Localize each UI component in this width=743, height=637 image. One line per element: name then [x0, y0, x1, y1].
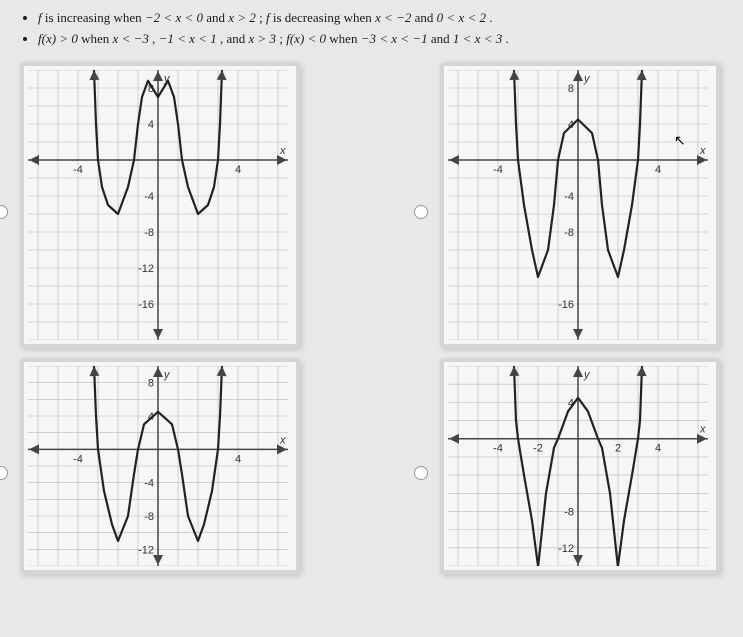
svg-text:-4: -4 — [73, 453, 83, 465]
svg-text:x: x — [279, 145, 286, 157]
radio-option-a[interactable] — [0, 205, 8, 219]
svg-text:-16: -16 — [558, 299, 574, 311]
svg-text:8: 8 — [148, 377, 154, 389]
svg-text:-8: -8 — [564, 506, 574, 518]
graph-option-b[interactable]: -4484-4-8-16xy↖ — [440, 62, 720, 348]
condition-line-1: f is increasing when −2 < x < 0 and x > … — [38, 8, 723, 29]
svg-text:-8: -8 — [144, 227, 154, 239]
graph-options-grid: -4484-4-8-12-16xy -4484-4-8-16xy↖ -4484-… — [20, 62, 723, 574]
svg-text:8: 8 — [568, 83, 574, 95]
svg-text:-4: -4 — [493, 442, 503, 454]
svg-text:4: 4 — [655, 164, 661, 176]
svg-text:4: 4 — [235, 453, 241, 465]
svg-text:-4: -4 — [144, 477, 154, 489]
problem-conditions: f is increasing when −2 < x < 0 and x > … — [20, 8, 723, 50]
svg-text:-2: -2 — [533, 442, 543, 454]
svg-text:2: 2 — [615, 442, 621, 454]
svg-text:-4: -4 — [73, 164, 83, 176]
svg-text:-12: -12 — [138, 544, 154, 556]
svg-text:x: x — [699, 423, 706, 435]
graph-option-a[interactable]: -4484-4-8-12-16xy — [20, 62, 300, 348]
svg-text:x: x — [699, 145, 706, 157]
svg-text:-12: -12 — [558, 542, 574, 554]
svg-text:-16: -16 — [138, 299, 154, 311]
condition-line-2: f(x) > 0 when x < −3 , −1 < x < 1 , and … — [38, 29, 723, 50]
svg-text:-12: -12 — [138, 263, 154, 275]
svg-text:x: x — [279, 434, 286, 446]
radio-option-d[interactable] — [414, 466, 428, 480]
cursor-icon: ↖ — [674, 133, 686, 150]
svg-text:4: 4 — [148, 119, 154, 131]
svg-text:-8: -8 — [564, 227, 574, 239]
graph-option-c[interactable]: -4484-4-8-12xy — [20, 358, 300, 574]
svg-text:4: 4 — [235, 164, 241, 176]
graph-option-d[interactable]: -4-2244-8-12xy — [440, 358, 720, 574]
svg-text:-4: -4 — [564, 191, 574, 203]
svg-text:-4: -4 — [493, 164, 503, 176]
radio-option-b[interactable] — [414, 205, 428, 219]
radio-option-c[interactable] — [0, 466, 8, 480]
svg-text:-8: -8 — [144, 511, 154, 523]
svg-text:4: 4 — [655, 442, 661, 454]
svg-text:-4: -4 — [144, 191, 154, 203]
